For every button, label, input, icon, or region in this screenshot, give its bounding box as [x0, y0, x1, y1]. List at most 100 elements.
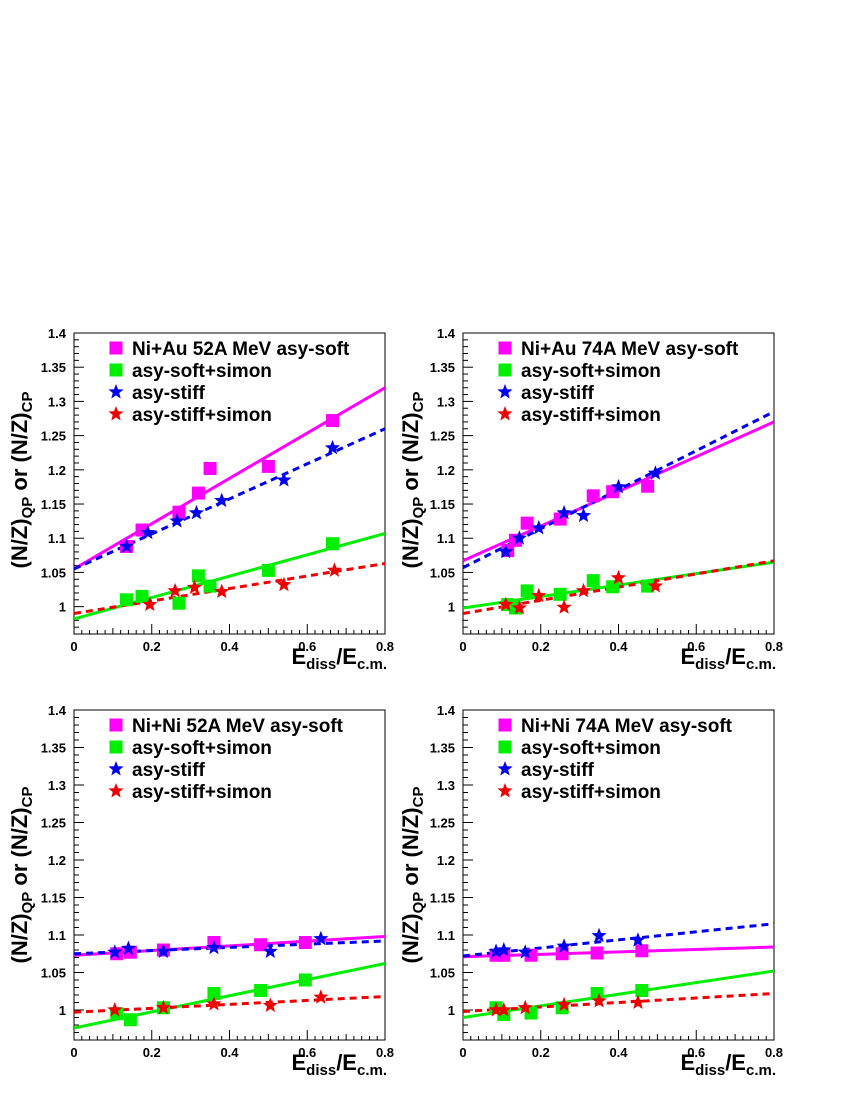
y-tick-label: 1.4: [437, 326, 456, 341]
data-point: [262, 997, 278, 1012]
y-axis-title-part: CP: [19, 787, 36, 808]
plot-frame: [73, 709, 386, 1041]
data-point: [206, 939, 222, 955]
x-tick-label: 0: [459, 1045, 466, 1060]
legend-marker: [109, 718, 123, 732]
data-point: [591, 927, 607, 943]
data-point: [610, 478, 627, 494]
x-axis-title-part: diss: [306, 656, 336, 673]
y-tick-label: 1.1: [437, 928, 455, 943]
data-point: [647, 578, 664, 593]
data-point: [206, 996, 222, 1011]
series-1: [110, 973, 312, 1027]
x-tick-label: 0.4: [609, 639, 628, 654]
panel-4: 0 0.2 0.4 0.6 0.8 1 1.05 1.1 1.15 1.2 1.25 1.3 1.35 1…: [398, 703, 783, 1079]
data-point: [120, 940, 137, 955]
data-point: [635, 944, 649, 958]
x-axis-title-part: c.m.: [746, 656, 776, 673]
data-point: [324, 439, 341, 455]
legend-label: Ni+Ni 52A MeV asy-soft: [132, 716, 344, 737]
y-tick-label: 1.3: [48, 778, 66, 793]
data-point: [326, 537, 340, 551]
fit-line-3: [463, 992, 774, 1013]
x-tick-label: 0.2: [532, 1045, 550, 1060]
legend-marker: [109, 363, 123, 377]
x-tick-label: 0.8: [765, 639, 783, 654]
data-point: [511, 530, 527, 545]
series-2: [107, 930, 329, 959]
x-tick-label: 0.6: [298, 639, 316, 654]
data-point: [641, 479, 655, 493]
legend-marker: [498, 341, 512, 355]
data-point: [298, 936, 312, 949]
legend-label: Ni+Au 74A MeV asy-soft: [521, 339, 739, 360]
y-tick-label: 1.2: [437, 463, 455, 478]
data-point: [630, 994, 646, 1009]
x-axis-title-part: E: [291, 644, 306, 669]
data-point: [123, 1013, 137, 1027]
data-point: [326, 414, 340, 428]
data-point: [107, 1002, 123, 1017]
x-tick-label: 0.4: [609, 1045, 628, 1060]
data-point: [298, 973, 312, 987]
y-tick-label: 1.05: [430, 966, 455, 981]
data-point: [520, 516, 534, 530]
x-axis-title-part: E: [680, 1050, 695, 1075]
series-2: [118, 439, 341, 553]
y-axis-title: (N/Z)QP or (N/Z)CP: [7, 787, 36, 964]
x-tick-label: 0: [70, 639, 77, 654]
data-point: [169, 513, 185, 528]
legend-label: asy-stiff+simon: [132, 405, 272, 426]
series-2: [488, 927, 646, 959]
y-tick-label: 1.3: [437, 778, 455, 793]
data-point: [606, 580, 620, 594]
legend-marker: [497, 384, 513, 399]
data-point: [203, 579, 217, 593]
data-point: [191, 486, 205, 500]
legend-marker: [108, 406, 124, 421]
x-axis-title-part: /E: [725, 644, 746, 669]
x-axis-title-part: c.m.: [357, 656, 387, 673]
data-point: [531, 519, 547, 535]
x-tick-label: 0: [459, 639, 466, 654]
x-axis-title-part: E: [680, 644, 695, 669]
data-point: [313, 930, 329, 946]
legend-label: asy-soft+simon: [521, 738, 661, 759]
y-tick-label: 1: [59, 600, 66, 615]
x-axis-title-part: E: [291, 1050, 306, 1075]
series-3: [142, 562, 343, 612]
data-point: [498, 596, 514, 612]
x-tick-label: 0.2: [143, 1045, 161, 1060]
series-3: [107, 989, 329, 1017]
legend: Ni+Ni 74A MeV asy-softasy-soft+simonasy-…: [497, 716, 733, 803]
y-tick-label: 1.1: [437, 531, 455, 546]
y-tick-label: 1.25: [41, 429, 66, 444]
data-point: [575, 582, 592, 598]
y-tick-label: 1.05: [41, 565, 66, 580]
legend-marker: [109, 341, 123, 355]
legend-label: Ni+Ni 74A MeV asy-soft: [521, 716, 733, 737]
panel-3: 0 0.2 0.4 0.6 0.8 1 1.05 1.1 1.15 1.2 1.25 1.3 1.35 1…: [7, 703, 394, 1079]
y-axis-title-part: CP: [410, 392, 427, 413]
x-axis-title-part: diss: [695, 1062, 725, 1079]
y-axis-title-part: QP: [410, 892, 427, 914]
y-tick-label: 1.2: [437, 853, 455, 868]
data-point: [555, 947, 569, 961]
data-point: [586, 489, 600, 503]
data-point: [488, 943, 504, 958]
y-axis-title-part: QP: [19, 497, 36, 519]
legend-marker: [498, 740, 512, 754]
data-point: [191, 569, 205, 583]
data-point: [118, 538, 135, 553]
x-axis-title: Ediss/Ec.m.: [291, 644, 387, 673]
y-tick-label: 1.4: [48, 703, 67, 718]
plot-frame: [462, 709, 775, 1041]
x-axis-title: Ediss/Ec.m.: [680, 644, 776, 673]
legend-label: asy-stiff: [132, 383, 206, 404]
y-axis-title-part: (N/Z): [7, 518, 32, 568]
data-point: [590, 987, 604, 1000]
data-point: [203, 461, 217, 475]
fit-line-2: [463, 922, 774, 958]
legend: Ni+Ni 52A MeV asy-softasy-soft+simonasy-…: [108, 716, 344, 803]
